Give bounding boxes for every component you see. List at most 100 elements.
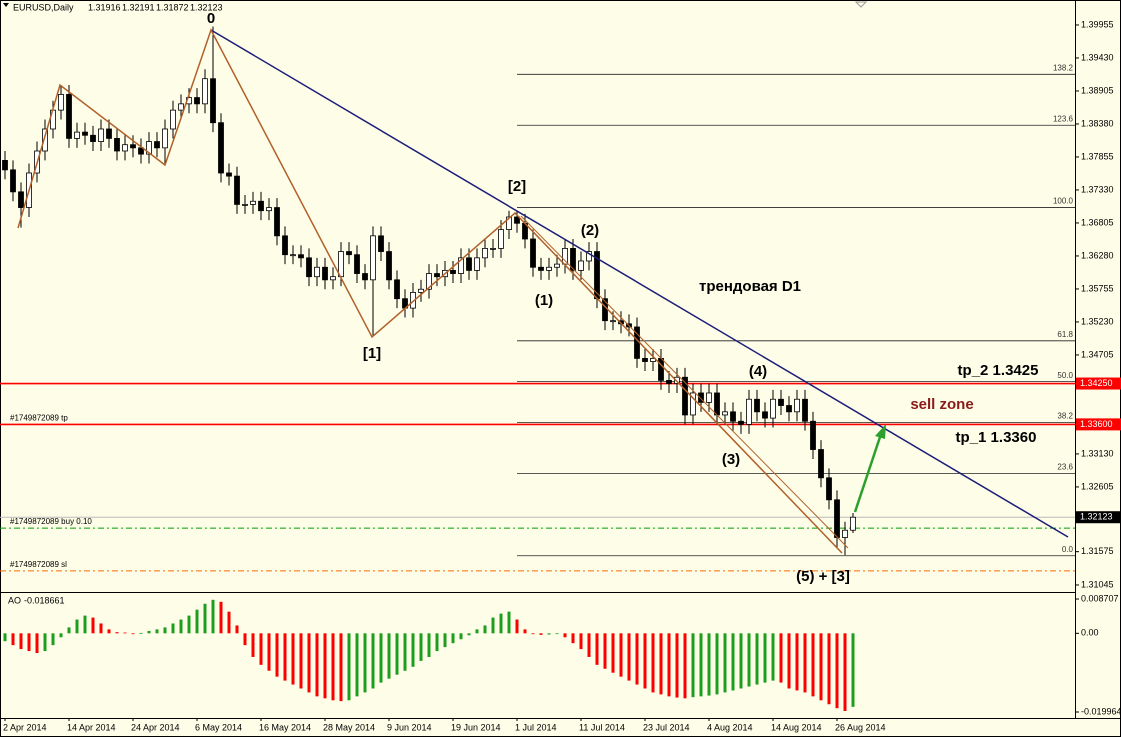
price-box: [1076, 377, 1121, 390]
ao-bar: [435, 633, 439, 652]
ao-bar: [139, 632, 143, 634]
ao-bar: [635, 633, 639, 685]
candle-body: [466, 257, 472, 271]
candle-body: [218, 122, 224, 174]
fib-label: 61.8: [1057, 330, 1073, 339]
ao-bar: [675, 633, 679, 698]
wave-label: 0: [207, 10, 215, 27]
ao-bar: [803, 633, 807, 693]
ao-bar: [459, 633, 463, 640]
ao-bar: [211, 599, 215, 634]
ao-bar: [387, 633, 391, 679]
candle-body: [58, 94, 64, 111]
x-tick-label: 16 May 2014: [259, 722, 311, 732]
candle-body: [114, 138, 120, 152]
ao-bar: [683, 633, 687, 699]
ao-value: -0.018661: [24, 595, 65, 605]
ao-bar: [787, 633, 791, 689]
order-label: #1749872089 buy 0.10: [10, 517, 92, 526]
x-tick-label: 4 Aug 2014: [707, 722, 753, 732]
ao-tick-label: -0.019964: [1081, 706, 1121, 716]
candle-body: [450, 270, 456, 274]
ao-bar: [715, 633, 719, 695]
ao-bar: [515, 619, 519, 634]
candle-body: [762, 411, 768, 419]
ao-name: AO: [8, 595, 21, 605]
last-close: 1.32123: [190, 2, 223, 12]
ao-bar: [659, 633, 663, 695]
candle-body: [506, 216, 512, 230]
ao-bar: [299, 633, 303, 689]
candle-body: [706, 392, 712, 403]
y-tick-label: 1.33130: [1081, 448, 1114, 458]
fib-label: 0.0: [1062, 545, 1074, 554]
candle-body: [122, 144, 128, 152]
candle-body: [322, 266, 328, 281]
ao-bar: [107, 629, 111, 634]
wave-label: (3): [722, 451, 740, 468]
ao-bar: [667, 633, 671, 697]
ao-bar: [587, 633, 591, 657]
ao-bar: [691, 633, 695, 698]
ao-bar: [395, 633, 399, 675]
candle-body: [666, 379, 672, 384]
candle-body: [770, 398, 776, 419]
candle-body: [818, 449, 824, 479]
y-tick-label: 1.31045: [1081, 579, 1114, 589]
candle-body: [306, 257, 312, 278]
ao-bar: [411, 633, 415, 667]
ao-bar: [123, 632, 127, 634]
x-tick-label: 24 Apr 2014: [131, 722, 180, 732]
x-tick-label: 26 Aug 2014: [835, 722, 886, 732]
ao-bar: [251, 633, 255, 657]
drawings: 0 [1] [2] (1) (2) (3) (4) (5) + [3] трен…: [17, 10, 1069, 585]
symbol-title: EURUSD,Daily: [13, 2, 74, 12]
ao-bar: [539, 633, 543, 635]
candle-body: [642, 357, 648, 362]
ao-bar: [267, 633, 271, 671]
candle-body: [778, 398, 784, 406]
ao-bar: [547, 633, 551, 635]
ao-bar: [835, 633, 839, 709]
candle-body: [18, 191, 24, 208]
target-label: tp_1 1.3360: [956, 429, 1037, 446]
bid-box: [1076, 511, 1121, 524]
ao-bar: [763, 633, 767, 683]
x-tick-label: 28 May 2014: [323, 722, 375, 732]
ao-bar: [523, 629, 527, 634]
ao-bar: [187, 615, 191, 634]
menu-icon[interactable]: [3, 3, 9, 7]
x-tick-label: 11 Jul 2014: [579, 722, 625, 732]
candle-body: [610, 320, 616, 323]
fib-label: 23.6: [1057, 463, 1073, 472]
x-tick-label: 14 Apr 2014: [67, 722, 116, 732]
ao-bar: [243, 633, 247, 646]
candle-body: [258, 200, 264, 212]
candle-body: [482, 248, 488, 259]
ao-bar: [67, 627, 71, 634]
ao-bar: [291, 633, 295, 685]
candle-body: [386, 251, 392, 281]
candle-body: [210, 78, 216, 124]
y-tick-label: 1.31575: [1081, 546, 1114, 556]
candle-body: [682, 376, 688, 416]
ao-bar: [531, 633, 535, 635]
ao-bar: [315, 633, 319, 697]
candle-body: [714, 392, 720, 416]
ao-bar: [611, 633, 615, 673]
candle-body: [162, 128, 168, 149]
candle-body: [290, 254, 296, 257]
ao-bar: [507, 611, 511, 634]
ao-bar: [811, 633, 815, 697]
scroll-icon[interactable]: [854, 1, 868, 8]
candle-body: [850, 516, 856, 531]
candle-body: [282, 235, 288, 256]
candle-body: [138, 147, 144, 155]
ao-bar: [403, 633, 407, 671]
ao-bar: [115, 632, 119, 634]
candle-body: [458, 257, 464, 274]
last-low: 1.31872: [156, 2, 189, 12]
ao-bar: [259, 633, 263, 665]
candle-body: [346, 251, 352, 256]
wave-label: (4): [749, 363, 767, 380]
